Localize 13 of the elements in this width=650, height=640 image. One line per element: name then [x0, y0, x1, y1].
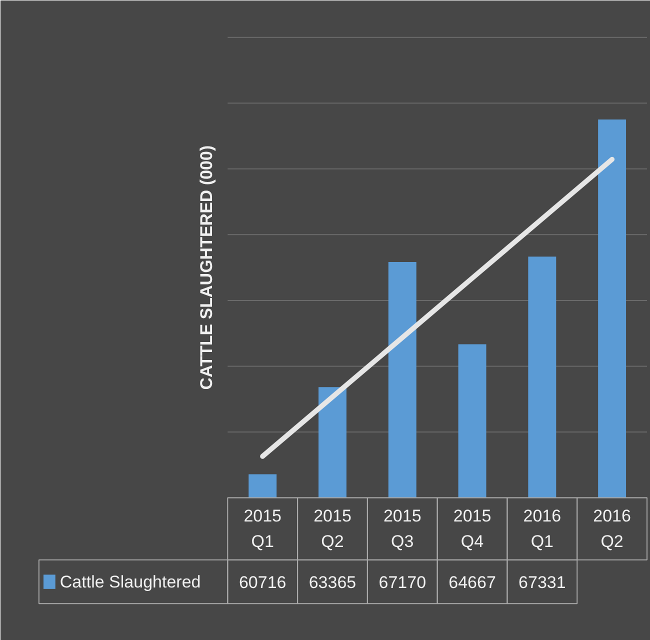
x-tick-label: 2015 Q4 [453, 506, 492, 552]
x-tick-label: 2016 Q1 [523, 506, 562, 552]
y-axis-title: CATTLE SLAUGHTERED (000) [197, 145, 216, 390]
data-label: 67170 [378, 572, 426, 592]
x-tick-label: 2015 Q3 [383, 506, 422, 552]
x-tick-label: 2015 Q2 [314, 506, 352, 552]
data-label: 64667 [448, 572, 496, 592]
x-tick-label: 2015 Q1 [244, 506, 282, 552]
legend-label: Cattle Slaughtered [60, 572, 201, 592]
data-label: 60716 [238, 572, 286, 592]
data-label: 67331 [518, 572, 566, 592]
x-tick-label: 2016 Q2 [593, 506, 631, 552]
data-label: 63365 [308, 572, 356, 592]
